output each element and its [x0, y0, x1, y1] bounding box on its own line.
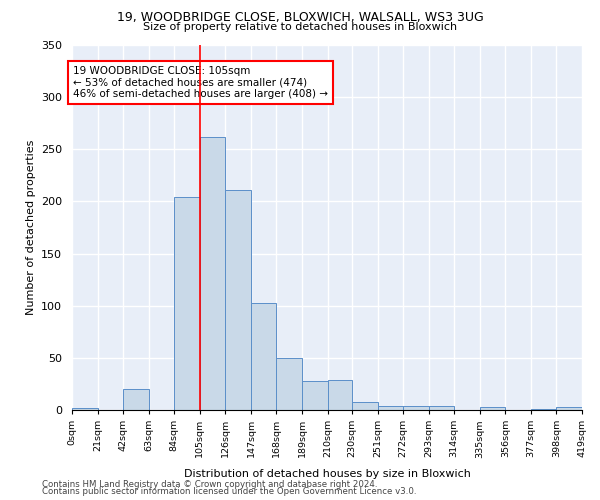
Bar: [480, 407, 505, 410]
Bar: [174, 198, 200, 410]
Bar: [352, 402, 377, 410]
Bar: [226, 190, 251, 410]
Bar: [556, 407, 582, 410]
Y-axis label: Number of detached properties: Number of detached properties: [26, 140, 35, 315]
X-axis label: Distribution of detached houses by size in Bloxwich: Distribution of detached houses by size …: [184, 468, 470, 478]
Bar: [428, 406, 454, 410]
Bar: [123, 389, 149, 410]
Bar: [328, 380, 352, 410]
Text: Contains HM Land Registry data © Crown copyright and database right 2024.: Contains HM Land Registry data © Crown c…: [42, 480, 377, 489]
Bar: [377, 406, 403, 410]
Text: 19, WOODBRIDGE CLOSE, BLOXWICH, WALSALL, WS3 3UG: 19, WOODBRIDGE CLOSE, BLOXWICH, WALSALL,…: [116, 11, 484, 24]
Text: Size of property relative to detached houses in Bloxwich: Size of property relative to detached ho…: [143, 22, 457, 32]
Bar: [200, 137, 226, 410]
Text: 19 WOODBRIDGE CLOSE: 105sqm
← 53% of detached houses are smaller (474)
46% of se: 19 WOODBRIDGE CLOSE: 105sqm ← 53% of det…: [73, 66, 328, 99]
Bar: [277, 358, 302, 410]
Bar: [403, 406, 428, 410]
Bar: [251, 302, 277, 410]
Bar: [531, 409, 556, 410]
Bar: [302, 381, 328, 410]
Text: Contains public sector information licensed under the Open Government Licence v3: Contains public sector information licen…: [42, 488, 416, 496]
Bar: [72, 408, 98, 410]
